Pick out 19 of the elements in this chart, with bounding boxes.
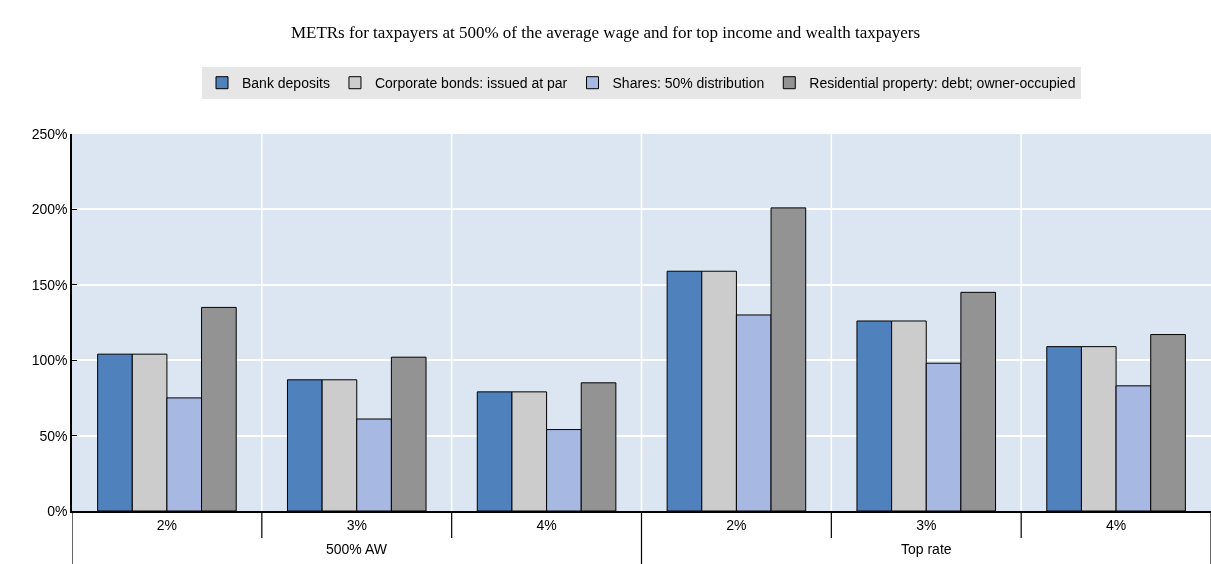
x-tick-label: 2%: [156, 516, 178, 533]
legend-label: Corporate bonds: issued at par: [374, 75, 568, 92]
chart-title: METRs for taxpayers at 500% of the average wage and for top income and wealth taxpayers: [290, 22, 921, 42]
text: 500% AW: [326, 541, 388, 557]
x-tick-label: 4%: [1105, 516, 1127, 533]
legend-label: Residential property: debt; owner-occupied: [809, 75, 1076, 92]
legend-label: Shares: 50% distribution: [612, 75, 765, 92]
legend-label: Bank deposits: [242, 75, 330, 92]
y-tick-label: 150%: [31, 276, 68, 293]
x-tick-label: 3%: [916, 516, 937, 533]
y-tick-label: 100%: [31, 352, 68, 369]
text: Top rate: [901, 541, 952, 557]
x-tick-label: 3%: [346, 516, 367, 533]
x-tick-label: 4%: [536, 516, 557, 533]
y-tick-label: 250%: [31, 125, 68, 142]
x-tick-label: 2%: [726, 516, 747, 533]
y-tick-label: 0%: [47, 502, 68, 519]
y-tick-label: 200%: [31, 201, 68, 218]
y-tick-label: 50%: [39, 427, 68, 444]
